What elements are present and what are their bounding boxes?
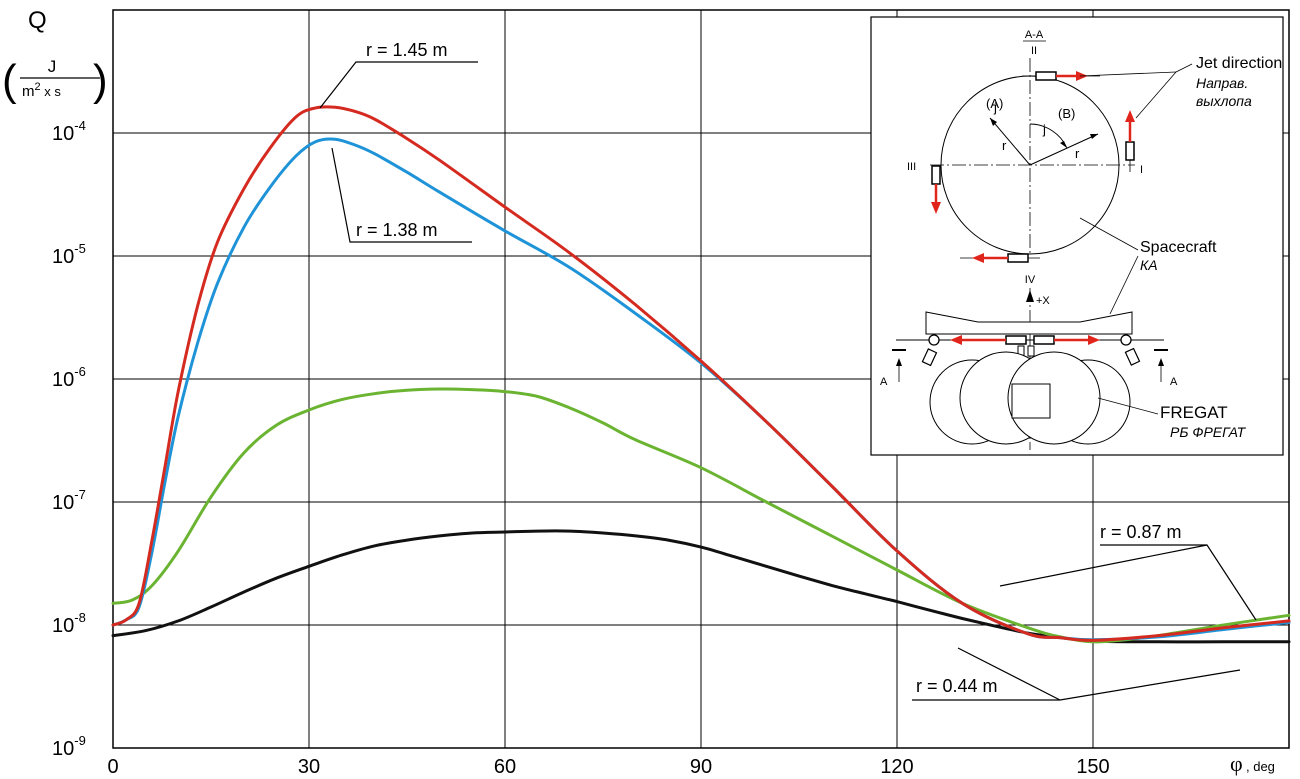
jet-leader-b [1175,63,1193,73]
y-axis-paren-open: ( [2,56,17,105]
x-tick-label: 30 [298,756,320,778]
y-tick-label: 10-4 [52,118,86,145]
label-087-leader-b [1100,544,1257,621]
x-tick-label: 0 [107,756,118,778]
thruster-iv [960,253,1040,263]
label-044: r = 0.44 m [916,676,998,696]
radius-arrow-a [989,117,1031,166]
y-tick-label: 10-6 [52,364,86,391]
label-087: r = 0.87 m [1100,522,1182,542]
label-145: r = 1.45 m [366,40,448,60]
fregat-ru-label: РБ ФРЕГАТ [1170,424,1247,440]
y-axis-label: Q ( J m2 x s ) [2,7,108,105]
angle-arc-head [1060,141,1067,148]
y-tick-label: 10-8 [52,610,86,637]
side-jets [950,335,1100,345]
jet-direction-ru-1: Направ. [1196,75,1248,91]
inset-schematic: A-A II III I IV (A) (B) j j r r [870,16,1284,456]
y-axis-denominator: m2 x s [22,81,61,100]
fregat-body [929,351,1131,445]
label-044-leader-b [912,669,1241,701]
jet-direction-label: Jet direction [1196,55,1282,72]
radius-arrow-b-head [1090,134,1098,139]
series-line-0 [111,105,1291,642]
section-cut-marks: A A [880,349,1178,388]
fregat-label: FREGAT [1160,403,1228,422]
side-thrusters [921,334,1141,367]
series-layer [111,105,1291,644]
x-axis-label: φ , deg [1230,751,1275,776]
y-axis-ticks: 10-9 10-8 10-7 10-6 10-5 10-4 [52,118,86,760]
label-087-leader-a [999,544,1208,587]
label-044-leader-a [957,647,1061,701]
x-axis-ticks: 0 30 60 90 120 150 [107,756,1109,778]
spacecraft-leader-a [1079,217,1139,251]
y-axis-paren-close: ) [93,56,108,105]
jet-direction-ru-2: выхлопа [1196,93,1252,109]
cut-label-left: A [880,376,888,388]
x-axis-symbol: φ [1230,751,1243,776]
plus-x-arrow [1026,290,1034,302]
spacecraft-leader-b [1109,255,1139,315]
sector-b-label: (B) [1058,106,1075,121]
section-label: A-A [1025,29,1044,41]
roman-ii: II [1031,45,1037,57]
label-145-leader [319,61,478,109]
angle-j1: j [993,100,997,115]
label-138: r = 1.38 m [356,220,438,240]
roman-iv: IV [1025,274,1036,286]
radius-arrow-a-head [990,118,997,126]
sector-a-label: (A) [986,96,1003,111]
label-138-leader [331,147,472,243]
x-tick-label: 120 [880,756,913,778]
y-axis-symbol: Q [28,7,47,34]
y-tick-label: 10-7 [52,487,86,514]
radius-r2: r [1075,146,1080,161]
series-labels: r = 1.45 m r = 1.38 m r = 0.87 m r = 0.4… [319,40,1257,701]
radius-r1: r [1002,138,1007,153]
x-tick-label: 60 [494,756,516,778]
y-tick-label: 10-9 [52,733,86,760]
radius-arrow-b [1029,133,1099,166]
x-tick-label: 90 [690,756,712,778]
x-axis-unit: , deg [1246,759,1275,774]
thruster-i [1125,110,1135,172]
spacecraft-body [925,311,1133,335]
jet-leader-c [1135,71,1177,119]
y-axis-numerator: J [48,57,57,76]
spacecraft-ru-label: КА [1140,257,1158,273]
spacecraft-label: Spacecraft [1140,239,1217,256]
angle-j2: j [1042,122,1046,137]
fregat-leader [1097,397,1159,415]
roman-i: I [1140,164,1143,176]
x-tick-label: 150 [1076,756,1109,778]
plus-x-label: +X [1036,295,1050,307]
cut-label-right: A [1170,376,1178,388]
jet-leader-a [1079,71,1177,77]
thruster-iii [931,165,941,214]
y-tick-label: 10-5 [52,241,86,268]
roman-iii: III [907,161,916,173]
